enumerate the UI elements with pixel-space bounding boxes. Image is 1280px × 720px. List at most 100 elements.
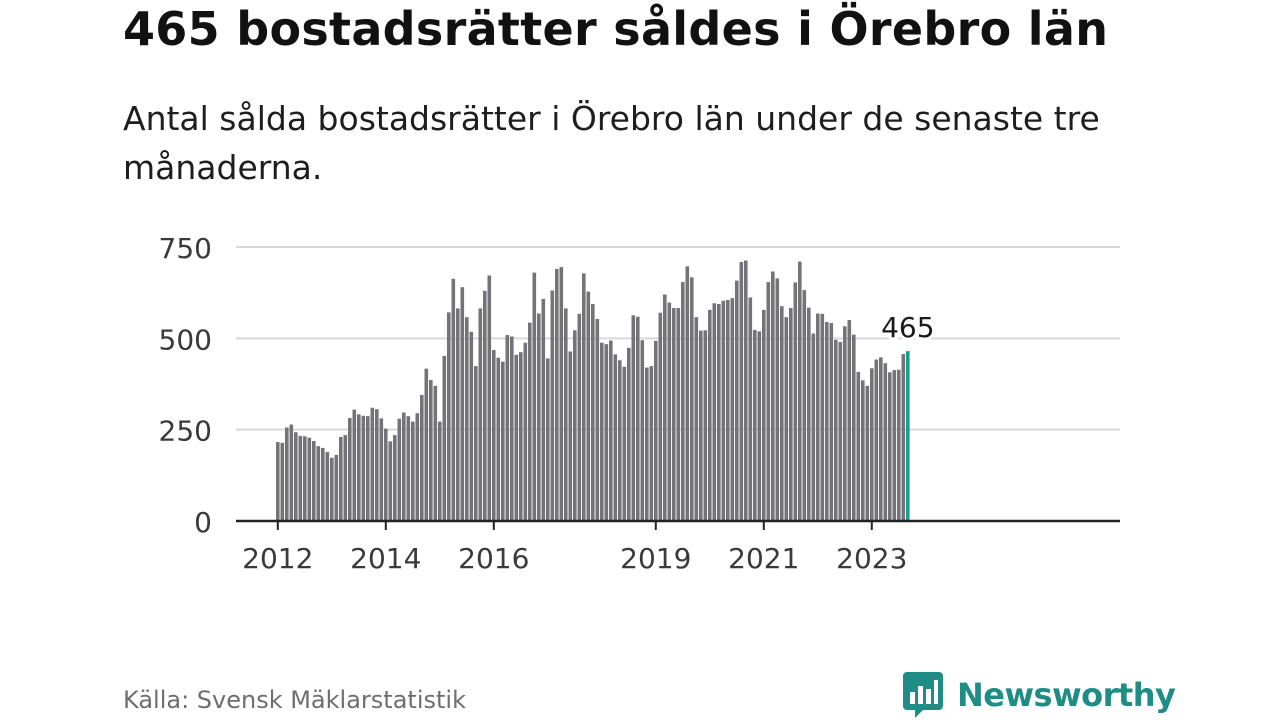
bar bbox=[433, 385, 438, 521]
x-tick-label: 2019 bbox=[620, 542, 691, 575]
x-tick-label: 2021 bbox=[728, 542, 799, 575]
bar bbox=[573, 330, 577, 521]
bar bbox=[694, 317, 699, 521]
bar bbox=[330, 457, 334, 521]
y-tick-label: 250 bbox=[159, 415, 212, 448]
x-tick-label: 2016 bbox=[458, 542, 529, 575]
bar bbox=[402, 412, 406, 521]
bar bbox=[609, 340, 613, 521]
bar bbox=[415, 413, 420, 521]
bar bbox=[663, 294, 667, 521]
bar bbox=[523, 342, 528, 521]
bar bbox=[429, 379, 433, 521]
bar bbox=[424, 368, 429, 521]
bar bbox=[861, 380, 865, 521]
bar bbox=[654, 340, 658, 521]
bar bbox=[438, 421, 442, 521]
bar bbox=[532, 272, 537, 521]
bar bbox=[825, 321, 829, 521]
bar bbox=[672, 308, 676, 521]
bar bbox=[631, 315, 636, 521]
bar bbox=[892, 370, 897, 521]
bar bbox=[865, 385, 870, 521]
bar bbox=[564, 308, 568, 521]
bar bbox=[766, 282, 771, 521]
bar bbox=[834, 339, 838, 521]
bar bbox=[420, 394, 424, 521]
bar bbox=[879, 357, 883, 521]
bar bbox=[708, 309, 712, 521]
bar bbox=[699, 330, 703, 521]
bar bbox=[816, 313, 820, 521]
bar bbox=[721, 300, 726, 521]
bar bbox=[798, 261, 802, 521]
bar bbox=[717, 303, 721, 521]
bar bbox=[334, 454, 339, 521]
bar bbox=[856, 371, 861, 521]
newsworthy-chart-bubble-icon bbox=[903, 672, 943, 718]
y-tick-label: 0 bbox=[194, 506, 212, 539]
bar bbox=[541, 298, 546, 521]
bar bbox=[550, 290, 555, 521]
bar bbox=[775, 278, 780, 521]
bar bbox=[546, 358, 550, 521]
bar bbox=[874, 359, 879, 521]
x-tick-label: 2014 bbox=[350, 542, 421, 575]
bar bbox=[591, 303, 595, 521]
chart-subtitle: Antal sålda bostadsrätter i Örebro län u… bbox=[123, 99, 1100, 187]
bar bbox=[514, 354, 519, 521]
bar bbox=[474, 366, 478, 521]
bar bbox=[465, 317, 469, 521]
bar bbox=[298, 435, 303, 521]
bar bbox=[510, 336, 514, 521]
brand-logo[interactable]: Newsworthy bbox=[903, 672, 1176, 718]
bar bbox=[406, 416, 411, 521]
bar bbox=[519, 352, 523, 521]
bar bbox=[469, 331, 474, 521]
bar bbox=[820, 313, 825, 521]
y-tick-label: 500 bbox=[159, 323, 212, 356]
bar bbox=[852, 334, 856, 521]
bar-highlight bbox=[906, 351, 910, 521]
bar bbox=[303, 436, 307, 521]
bar bbox=[289, 424, 294, 521]
bar bbox=[339, 436, 343, 521]
bar bbox=[658, 312, 663, 521]
bar bbox=[735, 280, 739, 521]
bar bbox=[847, 320, 852, 521]
bar bbox=[613, 354, 618, 521]
bar bbox=[307, 437, 312, 521]
bar bbox=[388, 441, 393, 521]
bar bbox=[505, 335, 510, 521]
bar bbox=[883, 363, 888, 521]
x-tick-label: 2012 bbox=[242, 542, 313, 575]
bar bbox=[343, 435, 348, 521]
bar bbox=[501, 361, 505, 521]
x-tick-label: 2023 bbox=[836, 542, 907, 575]
bar bbox=[352, 409, 357, 521]
bar bbox=[397, 418, 402, 521]
bar bbox=[748, 297, 753, 521]
bar bbox=[649, 366, 654, 521]
bar bbox=[685, 266, 690, 521]
bar bbox=[483, 290, 487, 521]
bar bbox=[456, 308, 460, 521]
bar bbox=[595, 318, 600, 521]
bar bbox=[375, 409, 379, 521]
bar bbox=[762, 309, 766, 521]
bar bbox=[478, 308, 483, 521]
bar bbox=[379, 418, 384, 521]
bars bbox=[276, 260, 910, 521]
bar bbox=[870, 368, 874, 521]
bar bbox=[492, 350, 496, 521]
bar bbox=[460, 287, 465, 521]
data-labels: 465 bbox=[878, 308, 937, 347]
bar bbox=[294, 432, 298, 521]
bar bbox=[393, 435, 397, 521]
bar bbox=[681, 282, 685, 521]
bar bbox=[285, 427, 289, 521]
bar bbox=[442, 355, 447, 521]
bar bbox=[897, 369, 901, 521]
bar bbox=[739, 261, 744, 521]
